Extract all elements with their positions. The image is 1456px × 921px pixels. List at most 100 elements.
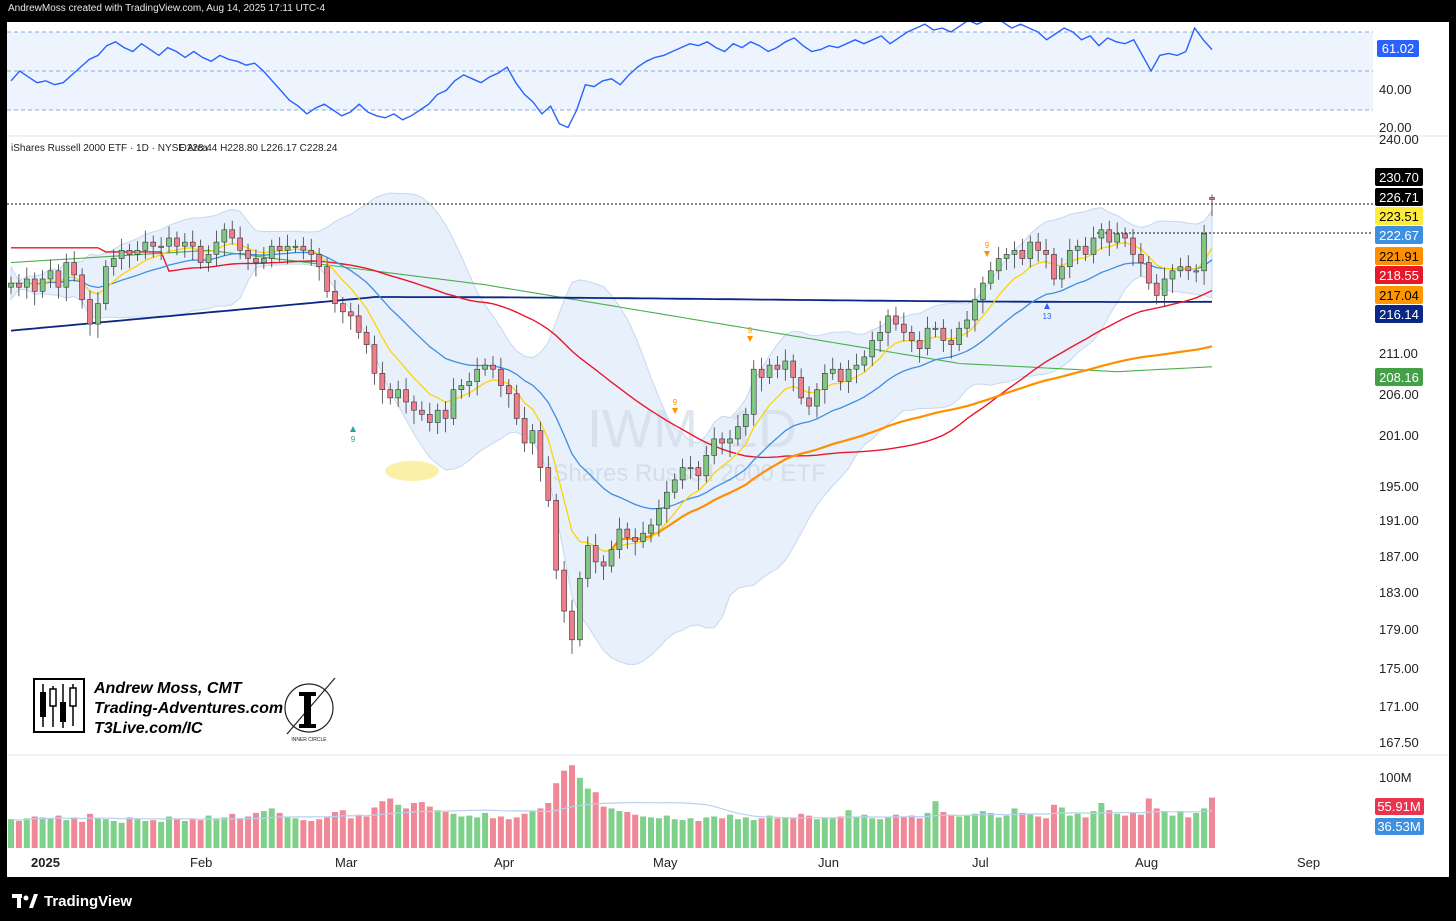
sequence-marker: 9 bbox=[672, 398, 678, 414]
volume-bar bbox=[774, 818, 781, 848]
candle bbox=[600, 555, 607, 580]
candle bbox=[1090, 226, 1097, 264]
candle bbox=[735, 415, 741, 446]
volume-bar bbox=[31, 816, 38, 848]
candle bbox=[995, 247, 1002, 280]
candle bbox=[31, 272, 38, 306]
price-tick: 195.00 bbox=[1379, 479, 1419, 494]
candle bbox=[16, 274, 22, 297]
volume-bar bbox=[308, 821, 315, 848]
candle bbox=[608, 540, 615, 573]
candle bbox=[110, 249, 117, 276]
volume-bar bbox=[521, 813, 528, 848]
volume-bar bbox=[845, 810, 852, 848]
volume-bar bbox=[142, 821, 149, 848]
candle bbox=[1185, 255, 1192, 280]
candle bbox=[584, 536, 591, 588]
volume-bar bbox=[410, 803, 417, 848]
volume-bar bbox=[1043, 818, 1050, 848]
volume-bar bbox=[268, 808, 275, 848]
volume-bar bbox=[861, 814, 868, 848]
candle bbox=[213, 230, 220, 266]
tradingview-footer[interactable]: TradingView bbox=[12, 889, 132, 913]
candle bbox=[482, 358, 488, 376]
volume-bar bbox=[1090, 811, 1097, 848]
candle bbox=[774, 356, 781, 379]
price-tick: 206.00 bbox=[1379, 387, 1419, 402]
candle bbox=[261, 247, 267, 270]
price-tick: 179.00 bbox=[1379, 622, 1419, 637]
author-signature: Andrew Moss, CMT Trading-Adventures.com … bbox=[33, 677, 336, 743]
volume-bar bbox=[387, 798, 394, 848]
candle bbox=[664, 480, 670, 523]
volume-bar bbox=[600, 806, 607, 848]
candle bbox=[24, 267, 30, 299]
candle bbox=[1193, 264, 1199, 283]
candle bbox=[727, 429, 733, 457]
volume-bar bbox=[355, 814, 362, 848]
candle bbox=[403, 378, 409, 414]
volume-bar bbox=[497, 816, 504, 848]
volume-bar bbox=[529, 811, 536, 848]
candle bbox=[537, 421, 544, 482]
volume-bar bbox=[1153, 808, 1160, 848]
author-site: Trading-Adventures.com bbox=[94, 700, 283, 717]
price-tick: 187.00 bbox=[1379, 549, 1419, 564]
volume-bar bbox=[545, 803, 552, 848]
candle bbox=[340, 297, 346, 324]
date-tick: 2025 bbox=[31, 855, 60, 870]
candle bbox=[853, 353, 860, 384]
rsi-last-badge bbox=[1377, 40, 1419, 57]
volume-bar bbox=[1201, 808, 1208, 848]
candle bbox=[932, 321, 939, 338]
volume-bar bbox=[1074, 813, 1081, 848]
volume-bar bbox=[245, 816, 252, 848]
price-chart[interactable]: 61.02 40.00 20.00 IWM, 1D iShares Russel… bbox=[7, 22, 1449, 877]
candle bbox=[893, 306, 899, 331]
volume-bar bbox=[1129, 812, 1136, 848]
volume-bar bbox=[758, 818, 765, 848]
volume-bar bbox=[1169, 815, 1176, 848]
volume-last-badge bbox=[1375, 798, 1424, 815]
candle bbox=[561, 561, 567, 623]
inner-circle-logo-icon bbox=[284, 677, 336, 735]
candle bbox=[545, 456, 552, 507]
candle bbox=[964, 310, 970, 338]
candle bbox=[766, 358, 773, 384]
chart-credit: AndrewMoss created with TradingView.com,… bbox=[8, 3, 326, 14]
volume-bar bbox=[347, 818, 354, 848]
candle bbox=[419, 401, 425, 421]
ma-badge-label: 218.55 bbox=[1379, 268, 1419, 283]
candle bbox=[426, 402, 433, 432]
volume-bar bbox=[640, 816, 647, 848]
candle bbox=[300, 237, 307, 260]
date-tick: May bbox=[653, 855, 678, 870]
candle bbox=[758, 357, 765, 392]
candle bbox=[189, 230, 196, 261]
candle bbox=[442, 401, 449, 433]
volume-bar bbox=[55, 815, 62, 848]
candle bbox=[150, 235, 157, 258]
volume-ma-value: 36.53M bbox=[1377, 819, 1420, 834]
rsi-tick-20: 20.00 bbox=[1379, 120, 1412, 135]
candle bbox=[829, 357, 836, 380]
volume-bar bbox=[956, 816, 963, 848]
volume-bar bbox=[750, 820, 757, 848]
rsi-last-value: 61.02 bbox=[1382, 41, 1415, 56]
candle bbox=[379, 361, 386, 404]
volume-bar bbox=[15, 821, 22, 848]
candle bbox=[292, 239, 299, 253]
volume-bar bbox=[734, 819, 741, 848]
volume-bar bbox=[395, 804, 402, 848]
sequence-count: 9 bbox=[985, 241, 990, 250]
candle bbox=[498, 357, 504, 398]
logo-caption: INNER CIRCLE bbox=[291, 737, 327, 743]
candle bbox=[640, 521, 646, 548]
date-tick: Apr bbox=[494, 855, 515, 870]
volume-bar bbox=[766, 815, 773, 848]
candle bbox=[276, 237, 283, 262]
candle bbox=[182, 233, 188, 258]
ma-badge: 208.16 bbox=[1375, 368, 1423, 386]
volume-bar bbox=[592, 792, 599, 848]
volume-bar bbox=[371, 807, 378, 848]
